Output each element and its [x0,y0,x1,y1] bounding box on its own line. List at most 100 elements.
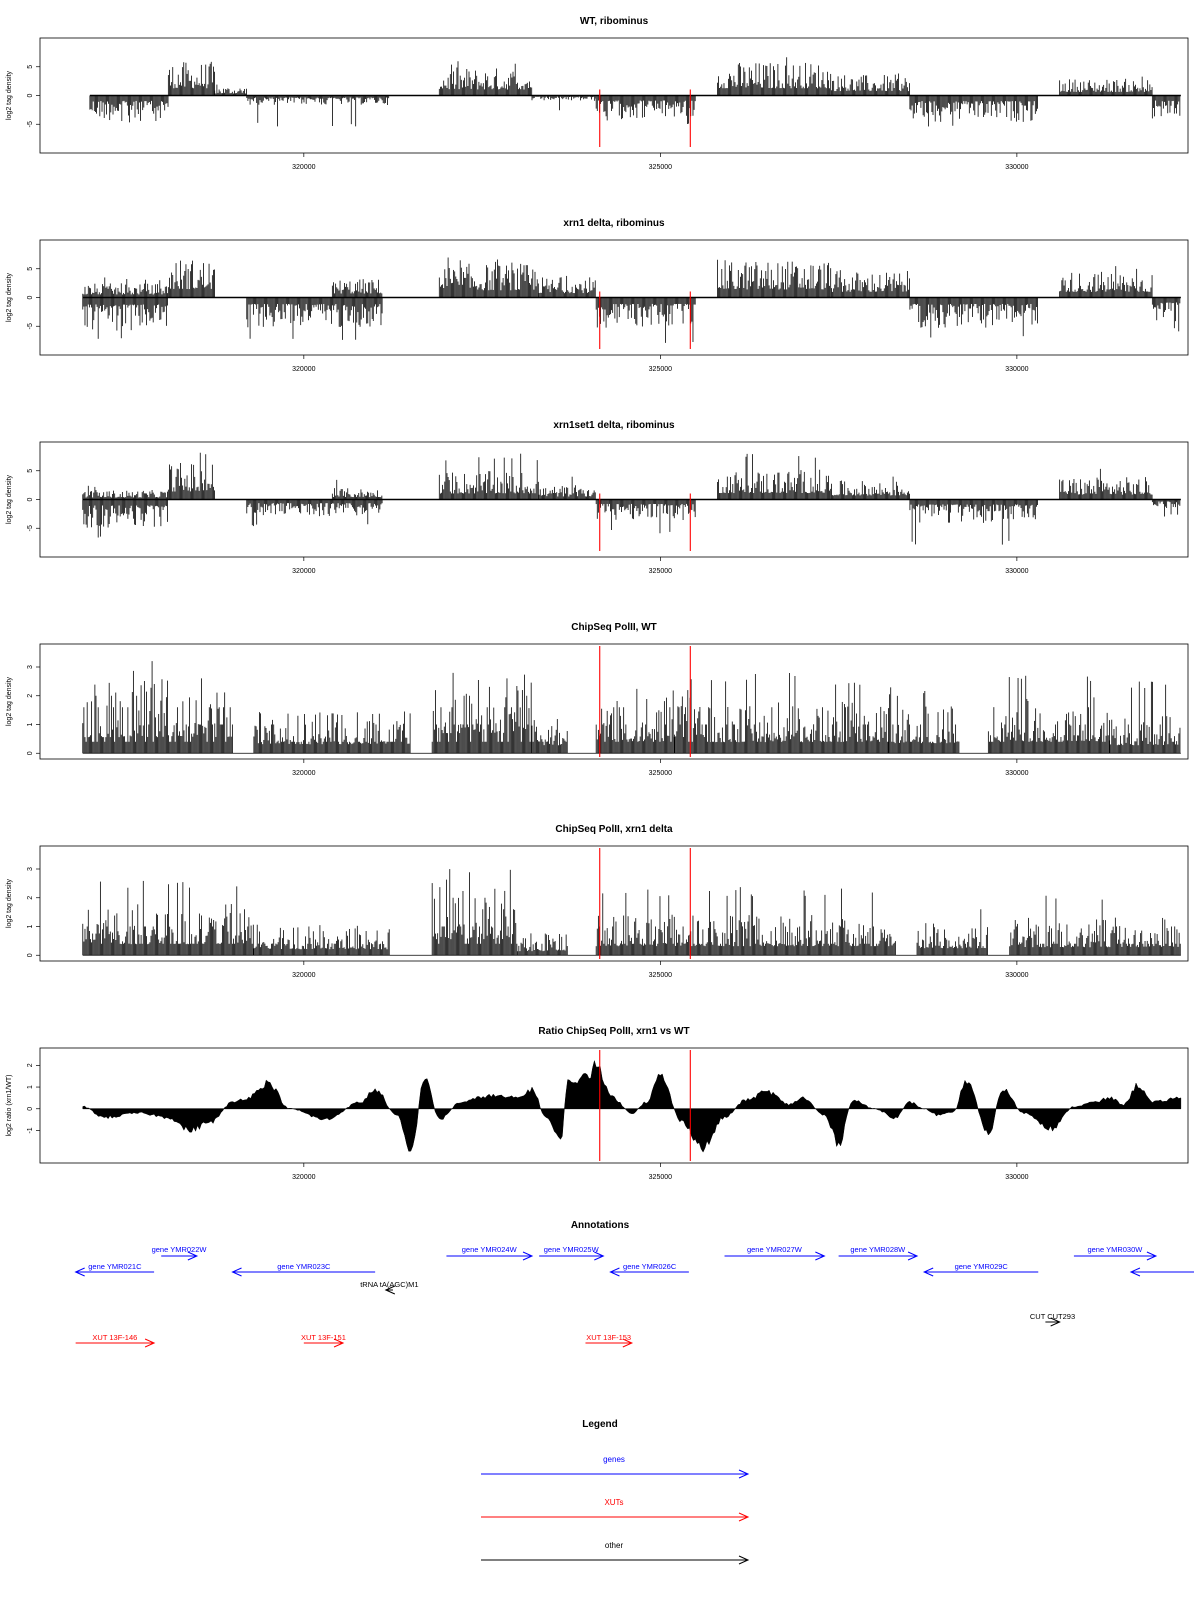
feature-arrow [75,1338,156,1348]
y-axis-label: log2 tag density [6,474,13,524]
track-panel: WT, ribominus log2 tag density -5 0 5 320000 3… [6,16,1189,171]
data-bars [82,661,1181,754]
feature-arrow [161,1251,199,1261]
annotation-features: gene YMR021C gene YMR022W gene YMR023C gene… [74,1245,1194,1348]
x-tick-label: 325000 [649,972,672,979]
track-panel: ChipSeq PolII, xrn1 delta log2 tag densit… [6,824,1189,979]
ratio-area [82,1059,1182,1153]
x-tick-label: 320000 [292,164,315,171]
y-tick-label: 5 [27,267,34,271]
panel-title: xrn1 delta, ribominus [563,218,665,229]
y-tick-label: 3 [27,867,34,871]
y-tick-label: 0 [27,497,34,501]
legend-panel: Legend genes XUTs other [481,1419,750,1565]
plot-frame [39,643,1189,760]
y-tick-label: 0 [27,953,34,957]
feature-label: gene YMR029C [955,1262,1009,1271]
feature-label: XUT 13F-153 [586,1333,631,1342]
legend-title: Legend [582,1419,618,1430]
legend-label: other [605,1541,624,1550]
x-tick-label: 330000 [1005,366,1028,373]
feature-label: gene YMR022W [152,1245,208,1254]
feature-label: gene YMR030W [1087,1245,1143,1254]
feature-arrow [838,1251,919,1261]
legend-arrow [481,1512,750,1522]
feature-arrow [609,1267,689,1277]
feature-arrow [724,1251,826,1261]
legend-arrow [481,1469,750,1479]
feature-arrow [1073,1251,1158,1261]
feature-label: tRNA tA(AGC)M1 [360,1280,418,1289]
x-tick-label: 330000 [1005,568,1028,575]
y-tick-label: 1 [27,722,34,726]
feature-arrow [303,1338,345,1348]
feature-arrow [585,1338,634,1348]
panel-title: ChipSeq PolII, xrn1 delta [555,824,673,835]
feature-arrow [384,1285,396,1295]
y-axis-label: log2 tag density [6,70,13,120]
y-tick-label: 2 [27,896,34,900]
data-bars [82,452,1181,545]
x-tick-label: 325000 [649,1174,672,1181]
track-panel: xrn1set1 delta, ribominus log2 tag densit… [6,420,1189,575]
y-tick-label: 2 [27,694,34,698]
x-tick-label: 320000 [292,1174,315,1181]
y-axis-label: log2 tag density [6,676,13,726]
legend-arrow [481,1555,750,1565]
feature-label: XUT 13F-146 [92,1333,137,1342]
feature-arrow [74,1267,155,1277]
x-tick-label: 320000 [292,770,315,777]
y-tick-label: -5 [27,323,34,329]
y-tick-label: 0 [27,751,34,755]
feature-label: gene YMR027W [747,1245,803,1254]
legend-items: genes XUTs other [481,1455,750,1565]
track-panel: Ratio ChipSeq PolII, xrn1 vs WT log2 rati… [6,1026,1189,1181]
feature-arrow [231,1267,376,1277]
y-tick-label: 1 [27,924,34,928]
y-axis-label: log2 tag density [6,878,13,928]
data-bars [82,869,1181,956]
legend-label: XUTs [604,1498,623,1507]
x-tick-label: 325000 [649,568,672,575]
track-panel: ChipSeq PolII, WT log2 tag density 0 1 2 3 320… [6,622,1189,777]
feature-arrow [539,1251,605,1261]
feature-label: gene YMR023C [277,1262,331,1271]
feature-label: gene YMR021C [88,1262,142,1271]
panel-title: xrn1set1 delta, ribominus [553,420,675,431]
x-tick-label: 325000 [649,164,672,171]
y-tick-label: 5 [27,469,34,473]
x-tick-label: 320000 [292,972,315,979]
y-tick-label: 0 [27,1107,34,1111]
x-tick-label: 330000 [1005,164,1028,171]
x-tick-label: 325000 [649,770,672,777]
feature-arrow [1129,1267,1194,1277]
data-bars [89,57,1181,127]
y-tick-label: 3 [27,665,34,669]
annotations-title: Annotations [571,1220,630,1231]
x-tick-label: 320000 [292,568,315,575]
y-tick-label: 2 [27,1063,34,1067]
y-tick-label: -5 [27,121,34,127]
track-panel: xrn1 delta, ribominus log2 tag density -5 0… [6,218,1189,373]
y-axis-label: log2 ratio (xrn1/WT) [6,1075,13,1137]
x-tick-label: 325000 [649,366,672,373]
feature-label: gene YMR026C [623,1262,677,1271]
feature-arrow [922,1267,1039,1277]
panel-title: WT, ribominus [580,16,649,27]
data-bars [82,257,1181,343]
feature-label: gene YMR025W [544,1245,600,1254]
y-tick-label: 0 [27,295,34,299]
x-tick-label: 320000 [292,366,315,373]
x-tick-label: 330000 [1005,1174,1028,1181]
y-axis-label: log2 tag density [6,272,13,322]
feature-label: CUT CUT293 [1030,1312,1075,1321]
panel-title: ChipSeq PolII, WT [571,622,657,633]
y-tick-label: 1 [27,1085,34,1089]
y-tick-label: 5 [27,65,34,69]
x-tick-label: 330000 [1005,972,1028,979]
panel-title: Ratio ChipSeq PolII, xrn1 vs WT [538,1026,689,1037]
y-tick-label: -1 [27,1127,34,1133]
